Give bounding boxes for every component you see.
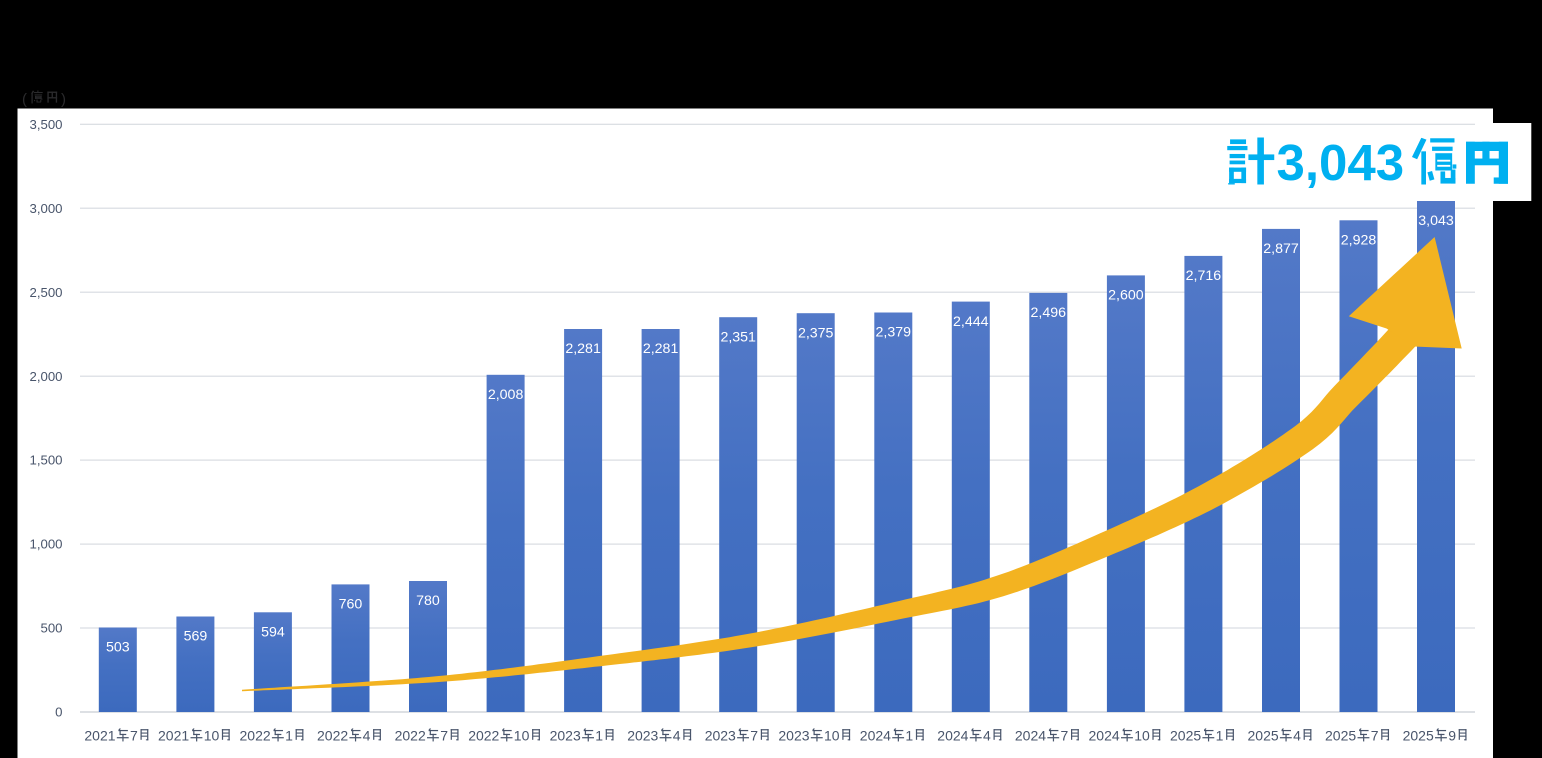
svg-text:0: 0 bbox=[55, 705, 62, 720]
svg-text:1: 1 bbox=[905, 728, 913, 744]
svg-text:2022: 2022 bbox=[468, 728, 499, 744]
svg-text:594: 594 bbox=[261, 625, 285, 641]
svg-text:10: 10 bbox=[514, 728, 530, 744]
svg-text:7: 7 bbox=[440, 728, 448, 744]
svg-text:3,000: 3,000 bbox=[29, 201, 62, 216]
svg-text:7: 7 bbox=[1061, 728, 1069, 744]
svg-text:2024: 2024 bbox=[937, 728, 968, 744]
svg-text:1: 1 bbox=[1216, 728, 1224, 744]
svg-text:2025: 2025 bbox=[1248, 728, 1279, 744]
svg-text:2025: 2025 bbox=[1325, 728, 1356, 744]
svg-text:2,379: 2,379 bbox=[876, 325, 912, 341]
svg-text:503: 503 bbox=[106, 640, 130, 656]
svg-text:2,281: 2,281 bbox=[643, 341, 679, 357]
svg-text:2022: 2022 bbox=[395, 728, 426, 744]
svg-text:7: 7 bbox=[750, 728, 758, 744]
svg-text:2,496: 2,496 bbox=[1031, 305, 1067, 321]
svg-text:2,500: 2,500 bbox=[29, 285, 62, 300]
svg-text:2024: 2024 bbox=[1089, 728, 1120, 744]
svg-text:2025: 2025 bbox=[1170, 728, 1201, 744]
svg-text:760: 760 bbox=[339, 597, 363, 613]
svg-text:2025: 2025 bbox=[1403, 728, 1434, 744]
svg-text:4: 4 bbox=[1293, 728, 1301, 744]
svg-text:1: 1 bbox=[285, 728, 293, 744]
svg-text:500: 500 bbox=[40, 621, 62, 636]
svg-text:2,281: 2,281 bbox=[565, 341, 601, 357]
svg-text:7: 7 bbox=[130, 728, 138, 744]
svg-text:4: 4 bbox=[363, 728, 371, 744]
svg-text:): ) bbox=[61, 91, 66, 108]
svg-text:3,500: 3,500 bbox=[29, 117, 62, 132]
svg-text:4: 4 bbox=[673, 728, 681, 744]
svg-text:2,008: 2,008 bbox=[488, 387, 524, 403]
svg-text:2023: 2023 bbox=[705, 728, 736, 744]
svg-text:9: 9 bbox=[1448, 728, 1456, 744]
svg-text:10: 10 bbox=[1134, 728, 1150, 744]
svg-text:2,444: 2,444 bbox=[953, 314, 989, 330]
svg-text:780: 780 bbox=[416, 593, 440, 609]
svg-text:1: 1 bbox=[595, 728, 603, 744]
svg-text:3,043: 3,043 bbox=[1277, 134, 1405, 191]
svg-text:2023: 2023 bbox=[550, 728, 581, 744]
svg-text:2022: 2022 bbox=[240, 728, 271, 744]
svg-text:2023: 2023 bbox=[778, 728, 809, 744]
svg-text:2,877: 2,877 bbox=[1263, 241, 1299, 257]
svg-text:10: 10 bbox=[824, 728, 840, 744]
svg-text:569: 569 bbox=[184, 629, 208, 645]
svg-text:2024: 2024 bbox=[860, 728, 891, 744]
svg-text:2023: 2023 bbox=[627, 728, 658, 744]
svg-text:2,600: 2,600 bbox=[1108, 288, 1144, 304]
svg-text:2,375: 2,375 bbox=[798, 325, 834, 341]
svg-text:2,716: 2,716 bbox=[1186, 268, 1222, 284]
svg-text:(: ( bbox=[22, 91, 27, 108]
svg-text:2021: 2021 bbox=[158, 728, 189, 744]
svg-text:2024: 2024 bbox=[1015, 728, 1046, 744]
svg-text:10: 10 bbox=[204, 728, 220, 744]
svg-text:2021: 2021 bbox=[84, 728, 115, 744]
svg-text:1,000: 1,000 bbox=[29, 537, 62, 552]
svg-text:7: 7 bbox=[1371, 728, 1379, 744]
svg-text:1,500: 1,500 bbox=[29, 453, 62, 468]
svg-text:2,000: 2,000 bbox=[29, 369, 62, 384]
svg-text:2,928: 2,928 bbox=[1341, 233, 1377, 249]
svg-text:3,043: 3,043 bbox=[1418, 213, 1454, 229]
svg-text:2,351: 2,351 bbox=[720, 329, 756, 345]
svg-text:4: 4 bbox=[983, 728, 991, 744]
svg-text:2022: 2022 bbox=[317, 728, 348, 744]
